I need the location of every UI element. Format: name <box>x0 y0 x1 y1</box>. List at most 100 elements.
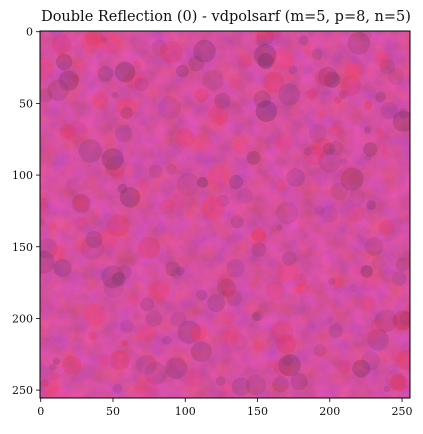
heatmap-blob <box>53 258 72 278</box>
heatmap-blob <box>395 257 410 272</box>
heatmap-blob <box>215 376 226 387</box>
heatmap-blob <box>40 88 53 103</box>
heatmap-blob <box>315 68 333 87</box>
heatmap-blob <box>109 350 130 371</box>
heatmap-blob <box>168 354 184 371</box>
heatmap-blob <box>318 109 328 119</box>
heatmap-blob <box>170 267 182 279</box>
heatmap-blob <box>251 227 266 242</box>
heatmap-blob <box>324 71 341 88</box>
heatmap-blob <box>403 305 410 317</box>
heatmap-grain <box>40 31 410 398</box>
heatmap-blob <box>340 167 364 191</box>
heatmap-blob <box>257 52 274 70</box>
heatmap-blob <box>109 165 125 180</box>
heatmap-blob <box>200 195 225 220</box>
heatmap-blob <box>120 106 133 120</box>
heatmap-blob <box>332 277 344 289</box>
heatmap-blob <box>124 70 143 89</box>
heatmap-blob <box>169 192 185 208</box>
y-tick-label: 50 <box>19 97 33 110</box>
heatmap-blob <box>330 182 349 201</box>
heatmap-blob <box>399 311 410 326</box>
heatmap-blob <box>233 139 249 155</box>
heatmap-blob <box>83 303 107 327</box>
heatmap-blob <box>85 31 103 46</box>
heatmap-blob <box>188 55 204 72</box>
heatmap-blob <box>134 77 149 92</box>
heatmap-blob <box>272 376 289 393</box>
heatmap-blob <box>197 177 209 188</box>
heatmap-blob <box>162 335 172 345</box>
heatmap-blob <box>175 266 185 276</box>
heatmap-blob <box>311 48 323 60</box>
heatmap-blob <box>194 88 209 103</box>
y-tick-label: 250 <box>12 384 33 397</box>
heatmap-blob <box>275 272 284 281</box>
heatmap-blob <box>326 316 334 324</box>
heatmap-blob <box>253 310 264 322</box>
heatmap-blob <box>202 69 224 91</box>
heatmap-blob <box>303 144 324 166</box>
heatmap-blob <box>318 66 338 87</box>
heatmap-blob <box>170 311 187 328</box>
heatmap-blob <box>216 278 236 298</box>
heatmap-blob <box>217 273 234 290</box>
heatmap-blob <box>132 190 140 197</box>
y-axis: 0 50 100 150 200 250 <box>12 26 40 397</box>
heatmap-blob <box>263 174 270 181</box>
heatmap-blob <box>148 280 170 302</box>
x-tick-label: 250 <box>392 405 413 418</box>
heatmap-blob <box>253 340 265 353</box>
heatmap-blob <box>349 284 358 292</box>
heatmap-blob <box>396 349 410 371</box>
heatmap-blob <box>145 310 163 327</box>
plot-frame <box>39 30 411 399</box>
heatmap-blob <box>380 101 399 120</box>
heatmap-blob <box>206 165 230 189</box>
heatmap-blob <box>322 142 336 155</box>
heatmap-blob <box>216 194 229 208</box>
heatmap-blob <box>64 120 88 145</box>
heatmap-blob <box>132 60 142 70</box>
heatmap-blob <box>221 290 228 297</box>
heatmap-blob <box>103 276 125 298</box>
heatmap-blob <box>97 66 114 82</box>
heatmap-blob <box>57 51 65 59</box>
y-tick-label: 0 <box>26 26 33 39</box>
heatmap-blob <box>253 90 271 108</box>
heatmap-blob <box>182 261 190 269</box>
heatmap-blob <box>286 168 305 187</box>
heatmap-blob <box>270 48 293 71</box>
heatmap-blob <box>352 359 371 378</box>
heatmap-blob <box>361 351 381 371</box>
heatmap-blob <box>279 53 296 70</box>
x-tick-label: 150 <box>247 405 268 418</box>
y-tick-label: 100 <box>12 169 33 182</box>
heatmap-blob <box>276 224 283 231</box>
heatmap-blob <box>207 294 226 312</box>
heatmap-blob <box>78 139 103 163</box>
heatmap-blob <box>165 357 188 380</box>
heatmap-blob <box>138 236 161 259</box>
heatmap-blob <box>176 64 189 78</box>
heatmap-blob <box>318 149 342 173</box>
heatmap-blob <box>71 74 80 84</box>
heatmap-blob <box>340 158 347 165</box>
heatmap-image <box>40 31 410 398</box>
heatmap-blob <box>278 83 300 106</box>
heatmap-blob <box>364 237 384 256</box>
heatmap-blob <box>306 88 318 100</box>
heatmap-blob <box>55 53 73 71</box>
heatmap-blob <box>320 205 338 223</box>
heatmap-blob <box>214 92 231 109</box>
heatmap-blob <box>151 39 168 56</box>
heatmap-blob <box>137 323 157 343</box>
heatmap-blob <box>379 59 396 75</box>
heatmap-blob <box>226 259 245 278</box>
heatmap-blob <box>313 344 327 357</box>
heatmap-blob <box>359 31 372 42</box>
heatmap-blob <box>312 137 332 158</box>
heatmap-blob <box>72 194 90 211</box>
